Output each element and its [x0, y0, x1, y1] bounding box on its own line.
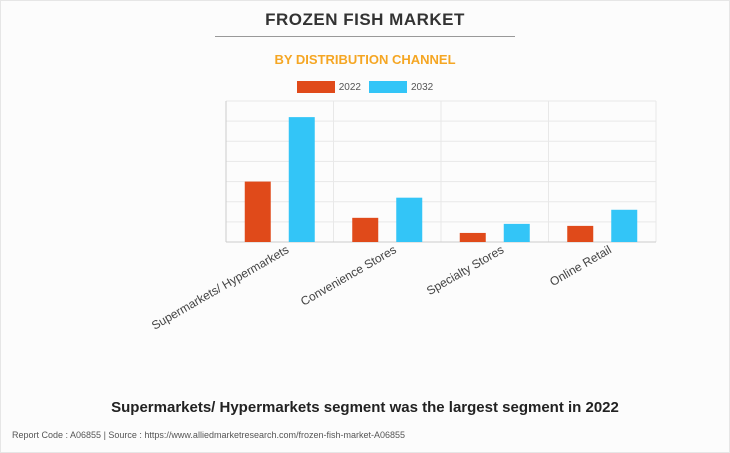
bar-2022-2: Convenience Stores 2022: 1.2	[352, 217, 379, 242]
x-tick-label: Specialty Stores	[424, 242, 506, 297]
bar-2032-1: Supermarkets/ Hypermarkets 2032: 6.2	[288, 117, 315, 242]
bar-2022-1: Supermarkets/ Hypermarkets 2022: 3	[244, 181, 271, 242]
title-divider	[215, 36, 515, 37]
source-footer: Report Code : A06855 | Source : https://…	[12, 430, 406, 440]
legend-label-2022: 2022	[338, 81, 361, 93]
bar-2022-3: Specialty Stores 2022: 0.45	[459, 232, 486, 242]
x-tick-label: Online Retail	[547, 242, 613, 288]
bar-2032-2: Convenience Stores 2032: 2.2	[396, 197, 423, 242]
chart-legend: 2022 2032	[0, 80, 730, 94]
chart-title: FROZEN FISH MARKET	[265, 10, 465, 29]
bar-2032-3: Specialty Stores 2032: 0.9	[503, 223, 530, 242]
legend-item-2022[interactable]: 2022	[296, 81, 361, 93]
legend-swatch-2022	[296, 81, 335, 93]
legend-label-2032: 2032	[411, 81, 434, 93]
legend-swatch-2032	[369, 81, 407, 93]
bar-2022-4: Online Retail 2022: 0.8	[567, 225, 594, 242]
chart-subtitle: BY DISTRIBUTION CHANNEL	[274, 52, 456, 67]
chart-caption: Supermarkets/ Hypermarkets segment was t…	[111, 399, 619, 416]
x-tick-label: Convenience Stores	[298, 242, 399, 308]
bar-2032-4: Online Retail 2032: 1.6	[611, 209, 638, 242]
x-tick-label: Supermarkets/ Hypermarkets	[149, 242, 291, 332]
legend-item-2032[interactable]: 2032	[369, 81, 433, 93]
